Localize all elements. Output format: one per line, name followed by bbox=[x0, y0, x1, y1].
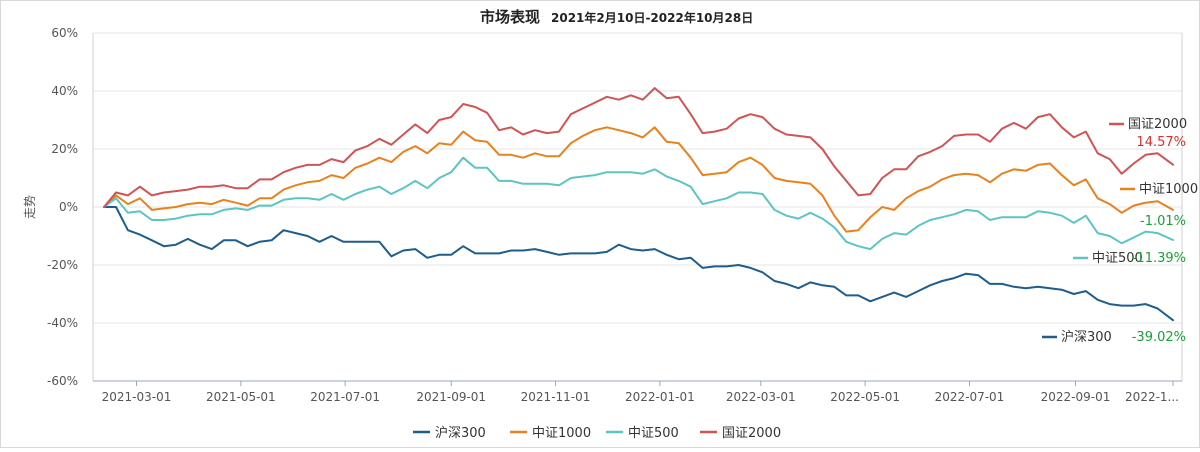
y-tick-label: 0% bbox=[59, 200, 78, 214]
end-label-name: 中证1000 bbox=[1139, 182, 1198, 197]
y-tick-label: 60% bbox=[51, 26, 78, 40]
y-tick-label: -60% bbox=[47, 374, 78, 388]
x-tick-label: 2022-09-01 bbox=[1041, 390, 1111, 404]
x-tick-label: 2021-05-01 bbox=[206, 390, 276, 404]
legend-item[interactable]: 国证2000 bbox=[722, 426, 781, 441]
end-label-name: 沪深300 bbox=[1061, 329, 1112, 345]
series-line bbox=[103, 126, 1174, 233]
x-tick-label: 2022-07-01 bbox=[935, 390, 1005, 404]
axis-layer: 60% 40% 20% 0% -20% -40% -60% 2021-03-01 2021-05… bbox=[47, 26, 1183, 404]
end-label-name: 国证2000 bbox=[1128, 117, 1187, 132]
legend-item[interactable]: 中证500 bbox=[628, 426, 679, 441]
series-line bbox=[103, 87, 1174, 208]
end-label-layer: 沪深300 -39.02% 中证1000 -1.01% 中证500-11.39% 国证20… bbox=[1042, 117, 1198, 345]
y-tick-label: 20% bbox=[51, 142, 78, 156]
end-label-value: 14.57% bbox=[1136, 135, 1186, 150]
end-label-name: 中证500 bbox=[1092, 251, 1143, 266]
x-tick-label: 2021-03-01 bbox=[102, 390, 172, 404]
series-line bbox=[103, 206, 1174, 322]
y-tick-label: -40% bbox=[47, 316, 78, 330]
legend-item[interactable]: 沪深300 bbox=[435, 425, 486, 441]
x-tick-label: 2021-09-01 bbox=[416, 390, 486, 404]
series-layer bbox=[103, 87, 1174, 322]
y-axis-title: 走势 bbox=[23, 195, 37, 219]
y-tick-label: 40% bbox=[51, 84, 78, 98]
y-tick-label: -20% bbox=[47, 258, 78, 272]
chart-subtitle: 2021年2月10日-2022年10月28日 bbox=[551, 10, 753, 25]
legend: 沪深300 中证1000 中证500 国证2000 bbox=[413, 425, 781, 441]
end-label-value: -11.39% bbox=[1132, 251, 1186, 266]
x-tick-label: 2021-07-01 bbox=[310, 390, 380, 404]
series-line bbox=[103, 156, 1174, 251]
end-label-value: -1.01% bbox=[1140, 214, 1186, 229]
x-tick-label: 2022-03-01 bbox=[726, 390, 796, 404]
x-tick-label: 2021-11-01 bbox=[521, 390, 591, 404]
end-label-value: -39.02% bbox=[1132, 330, 1186, 345]
x-tick-label: 2022-1... bbox=[1125, 390, 1179, 404]
chart-title: 市场表现 bbox=[480, 8, 540, 26]
legend-item[interactable]: 中证1000 bbox=[532, 426, 591, 441]
x-tick-label: 2022-01-01 bbox=[625, 390, 695, 404]
x-tick-label: 2022-05-01 bbox=[830, 390, 900, 404]
